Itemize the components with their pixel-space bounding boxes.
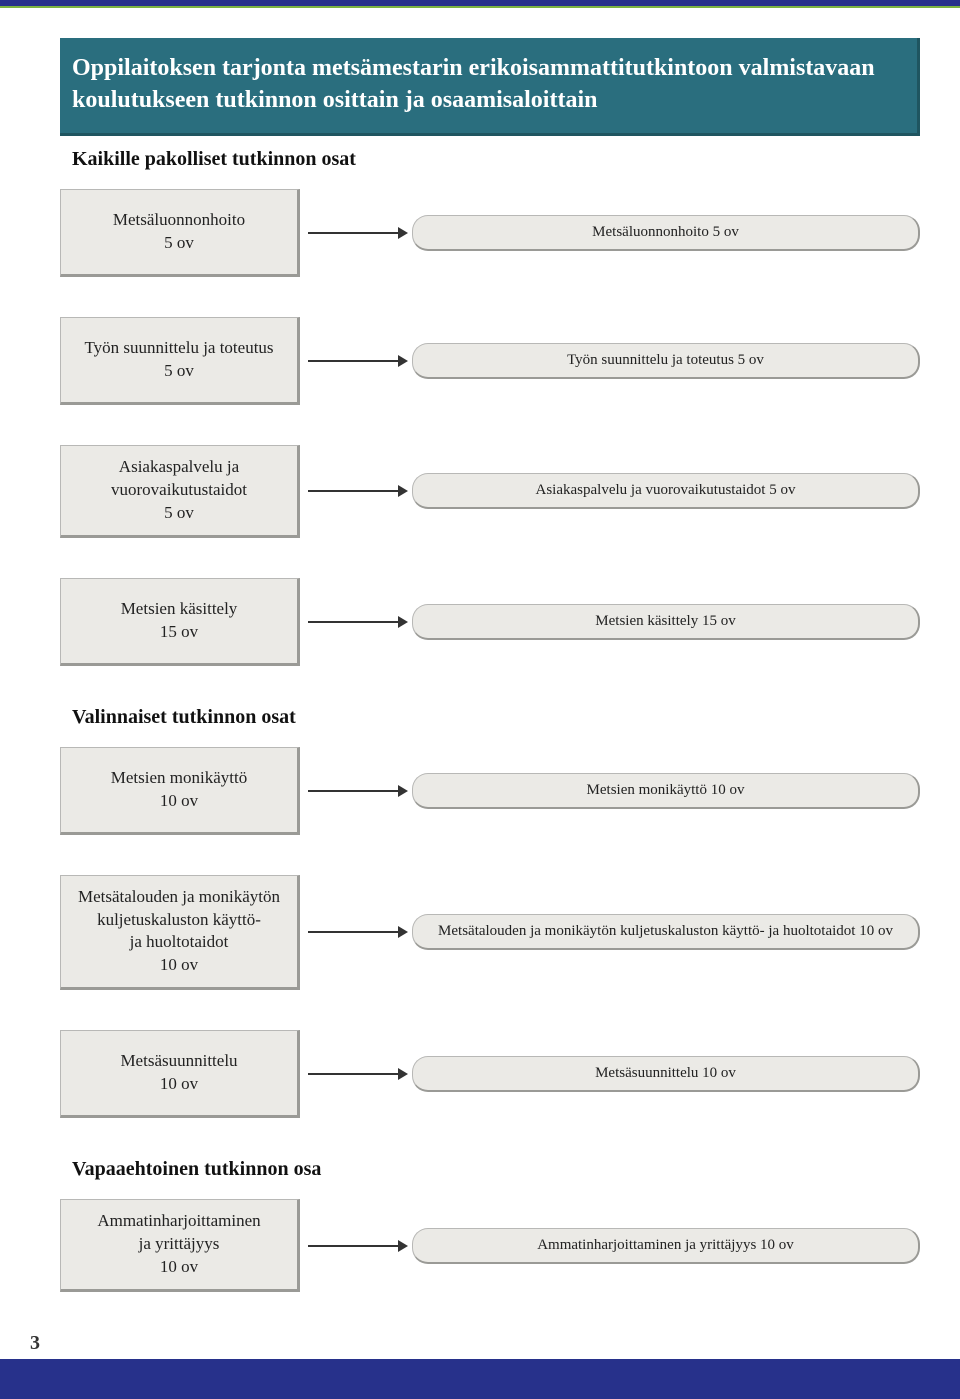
title-banner: Oppilaitoksen tarjonta metsämestarin eri… <box>60 38 920 136</box>
diagram-row: Metsäsuunnittelu10 ovMetsäsuunnittelu 10… <box>60 1030 920 1118</box>
left-box-line: Asiakaspalvelu ja <box>119 456 239 479</box>
arrow-head-icon <box>398 227 408 239</box>
arrow <box>308 232 408 234</box>
diagram-row: Metsäluonnonhoito5 ovMetsäluonnonhoito 5… <box>60 189 920 277</box>
top-bar <box>0 0 960 8</box>
left-box-line: 10 ov <box>160 954 198 977</box>
left-box-line: 5 ov <box>164 232 194 255</box>
left-box-line: 5 ov <box>164 502 194 525</box>
diagram-row: Metsien monikäyttö10 ovMetsien monikäytt… <box>60 747 920 835</box>
left-box: Metsäsuunnittelu10 ov <box>60 1030 300 1118</box>
left-box-line: Metsäsuunnittelu <box>120 1050 237 1073</box>
right-pill: Metsäsuunnittelu 10 ov <box>412 1056 920 1092</box>
left-box-line: Metsien monikäyttö <box>111 767 247 790</box>
right-pill: Metsien monikäyttö 10 ov <box>412 773 920 809</box>
left-box-line: 5 ov <box>164 360 194 383</box>
left-box: Metsätalouden ja monikäytönkuljetuskalus… <box>60 875 300 991</box>
diagram-row: Ammatinharjoittaminenja yrittäjyys10 ovA… <box>60 1199 920 1292</box>
left-box-line: Ammatinharjoittaminen <box>97 1210 260 1233</box>
arrow-line <box>308 621 400 623</box>
section-heading: Vapaaehtoinen tutkinnon osa <box>72 1158 920 1181</box>
left-box-line: 10 ov <box>160 1073 198 1096</box>
left-box-line: vuorovaikutustaidot <box>111 479 247 502</box>
right-pill: Metsäluonnonhoito 5 ov <box>412 215 920 251</box>
arrow-line <box>308 1073 400 1075</box>
left-box: Metsien monikäyttö10 ov <box>60 747 300 835</box>
left-box: Metsien käsittely15 ov <box>60 578 300 666</box>
page-content: Oppilaitoksen tarjonta metsämestarin eri… <box>0 8 960 1355</box>
left-box-line: Työn suunnittelu ja toteutus <box>84 337 273 360</box>
diagram-row: Metsätalouden ja monikäytönkuljetuskalus… <box>60 875 920 991</box>
arrow-head-icon <box>398 485 408 497</box>
right-pill: Asiakaspalvelu ja vuorovaikutustaidot 5 … <box>412 473 920 509</box>
arrow-head-icon <box>398 1240 408 1252</box>
right-pill: Ammatinharjoittaminen ja yrittäjyys 10 o… <box>412 1228 920 1264</box>
left-box-line: 10 ov <box>160 1256 198 1279</box>
left-box-line: 10 ov <box>160 790 198 813</box>
left-box-line: Metsäluonnonhoito <box>113 209 245 232</box>
diagram-row: Asiakaspalvelu javuorovaikutustaidot5 ov… <box>60 445 920 538</box>
arrow-head-icon <box>398 926 408 938</box>
left-box-line: Metsien käsittely <box>121 598 238 621</box>
left-box-line: kuljetuskaluston käyttö- <box>97 909 261 932</box>
right-pill: Metsien käsittely 15 ov <box>412 604 920 640</box>
bottom-bar <box>0 1359 960 1399</box>
arrow-line <box>308 790 400 792</box>
arrow <box>308 1073 408 1075</box>
left-box-line: ja huoltotaidot <box>130 931 229 954</box>
arrow-line <box>308 232 400 234</box>
left-box-line: Metsätalouden ja monikäytön <box>78 886 280 909</box>
arrow <box>308 490 408 492</box>
left-box-line: 15 ov <box>160 621 198 644</box>
arrow <box>308 1245 408 1247</box>
arrow-line <box>308 931 400 933</box>
arrow-head-icon <box>398 1068 408 1080</box>
arrow <box>308 790 408 792</box>
arrow <box>308 931 408 933</box>
left-box: Työn suunnittelu ja toteutus5 ov <box>60 317 300 405</box>
arrow-head-icon <box>398 355 408 367</box>
page-number: 3 <box>30 1332 920 1355</box>
arrow-line <box>308 360 400 362</box>
section-heading: Valinnaiset tutkinnon osat <box>72 706 920 729</box>
diagram-row: Työn suunnittelu ja toteutus5 ovTyön suu… <box>60 317 920 405</box>
sections: Kaikille pakolliset tutkinnon osat Metsäl… <box>60 148 920 1292</box>
right-pill: Työn suunnittelu ja toteutus 5 ov <box>412 343 920 379</box>
arrow <box>308 621 408 623</box>
left-box: Metsäluonnonhoito5 ov <box>60 189 300 277</box>
arrow-head-icon <box>398 616 408 628</box>
left-box: Ammatinharjoittaminenja yrittäjyys10 ov <box>60 1199 300 1292</box>
right-pill: Metsätalouden ja monikäytön kuljetuskalu… <box>412 914 920 950</box>
section-heading: Kaikille pakolliset tutkinnon osat <box>72 148 920 171</box>
diagram-row: Metsien käsittely15 ov Metsien käsittely … <box>60 578 920 666</box>
left-box: Asiakaspalvelu javuorovaikutustaidot5 ov <box>60 445 300 538</box>
arrow-line <box>308 490 400 492</box>
arrow <box>308 360 408 362</box>
arrow-line <box>308 1245 400 1247</box>
arrow-head-icon <box>398 785 408 797</box>
